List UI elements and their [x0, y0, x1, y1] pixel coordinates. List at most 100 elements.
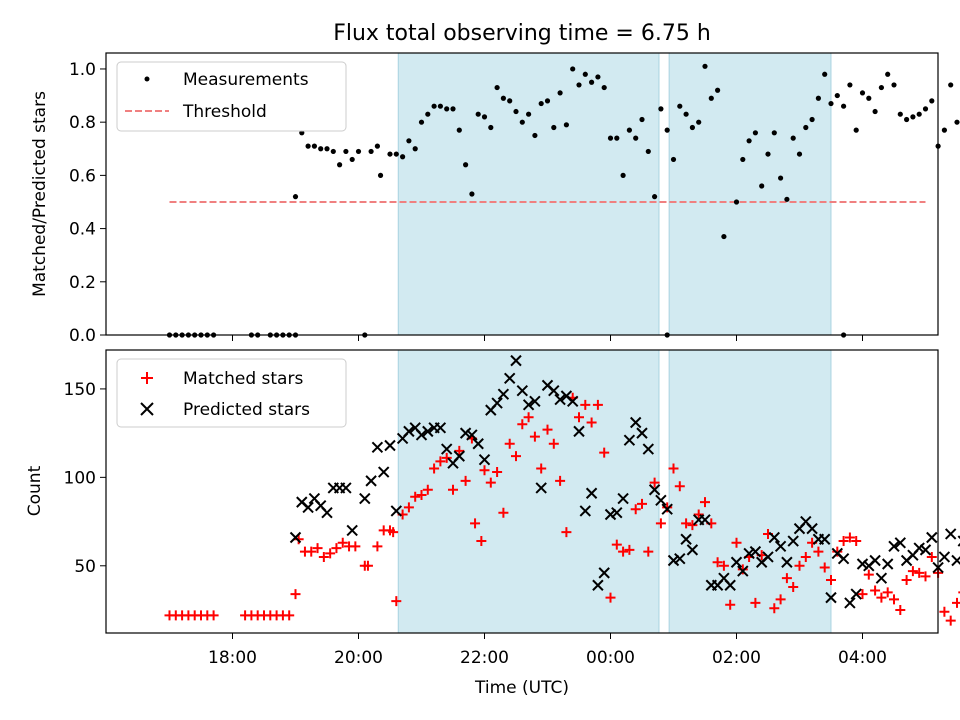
measurement-point — [859, 90, 866, 96]
measurement-point — [878, 84, 885, 91]
matched-point — [529, 431, 540, 442]
matched-point — [725, 599, 736, 610]
measurement-point — [733, 199, 740, 205]
measurement-point — [658, 106, 664, 112]
measurement-point — [897, 111, 903, 117]
predicted-point — [774, 540, 787, 553]
matched-point — [939, 606, 950, 617]
matched-point — [511, 451, 521, 462]
matched-point — [674, 481, 685, 492]
predicted-point — [642, 443, 655, 455]
measurement-point — [481, 114, 488, 120]
matched-point — [362, 560, 373, 571]
measurement-point — [400, 154, 406, 160]
matched-point — [441, 452, 452, 463]
predicted-point — [737, 565, 749, 577]
predicted-point — [321, 507, 333, 519]
predicted-point — [919, 544, 932, 556]
measurement-point — [765, 151, 771, 157]
y-tick-label: 0.0 — [69, 326, 96, 346]
predicted-point — [422, 425, 434, 438]
measurement-point — [822, 71, 828, 77]
bottom-panel: 50 100 150 18:00 20:00 22:00 00:00 02:00 04:00 — [64, 349, 960, 668]
measurement-point — [689, 124, 696, 131]
matched-point — [574, 412, 584, 423]
predicted-point — [938, 551, 951, 563]
predicted-point — [629, 416, 642, 429]
predicted-point — [944, 528, 957, 540]
shaded-interval — [668, 349, 832, 634]
predicted-point — [491, 397, 503, 409]
measurement-point — [752, 130, 759, 136]
measurement-point — [374, 143, 380, 149]
predicted-point — [472, 438, 484, 450]
measurement-point — [683, 111, 689, 117]
matched-point — [306, 546, 317, 557]
predicted-point — [617, 492, 629, 505]
predicted-point — [359, 492, 371, 505]
matched-point — [492, 467, 503, 478]
matched-point — [479, 465, 490, 476]
measurement-point — [393, 151, 399, 157]
matched-point — [435, 456, 446, 467]
y-tick-label: 150 — [64, 380, 96, 400]
predicted-point — [869, 554, 881, 567]
measurement-point — [652, 194, 658, 200]
measurement-point — [922, 106, 929, 112]
predicted-point — [573, 425, 585, 438]
matched-point — [662, 502, 673, 513]
matched-point — [391, 596, 402, 607]
predicted-point — [503, 372, 516, 385]
measurement-point — [418, 119, 425, 125]
matched-point — [781, 573, 792, 584]
predicted-point — [289, 531, 302, 544]
predicted-point — [926, 531, 938, 544]
shaded-interval — [397, 52, 660, 336]
measurement-point — [469, 191, 475, 197]
predicted-point — [655, 494, 667, 507]
matched-point — [611, 539, 622, 550]
matched-point — [926, 551, 937, 562]
matched-point — [945, 615, 956, 626]
measurement-point — [595, 74, 601, 80]
measurement-point — [450, 106, 456, 112]
y-tick-label: 50 — [74, 557, 96, 577]
bottom-panel-y-label: Count — [25, 465, 45, 516]
predicted-point — [762, 551, 774, 563]
measurement-point — [299, 130, 305, 136]
measurement-point — [444, 106, 450, 112]
matched-point — [870, 585, 881, 596]
matched-point — [769, 603, 780, 614]
matched-point — [312, 543, 323, 554]
measurement-point — [834, 92, 840, 99]
matched-point — [498, 507, 509, 518]
x-tick-label: 02:00 — [712, 648, 761, 668]
predicted-point — [548, 384, 560, 397]
matched-point — [813, 546, 824, 557]
measurement-point — [853, 127, 859, 133]
measurement-point — [387, 151, 393, 157]
measurement-point — [677, 103, 683, 109]
axes-frame — [105, 52, 939, 336]
measurement-point — [305, 143, 311, 149]
predicted-point — [453, 450, 466, 462]
shaded-interval — [668, 52, 832, 336]
matched-point — [318, 551, 329, 562]
measurement-point — [437, 103, 443, 109]
measurement-point — [847, 82, 853, 88]
matched-point — [561, 527, 572, 538]
matched-point — [485, 477, 496, 488]
matched-point — [794, 560, 805, 571]
matched-point — [851, 536, 862, 547]
matched-point — [882, 587, 893, 598]
measurement-point — [715, 87, 721, 93]
measurement-point — [526, 111, 532, 117]
matched-point — [687, 520, 698, 531]
predicted-point — [371, 441, 384, 453]
predicted-point — [724, 579, 736, 591]
predicted-point — [554, 393, 566, 406]
measurement-point — [456, 127, 462, 133]
matched-point — [388, 527, 399, 538]
measurement-point — [815, 95, 822, 101]
